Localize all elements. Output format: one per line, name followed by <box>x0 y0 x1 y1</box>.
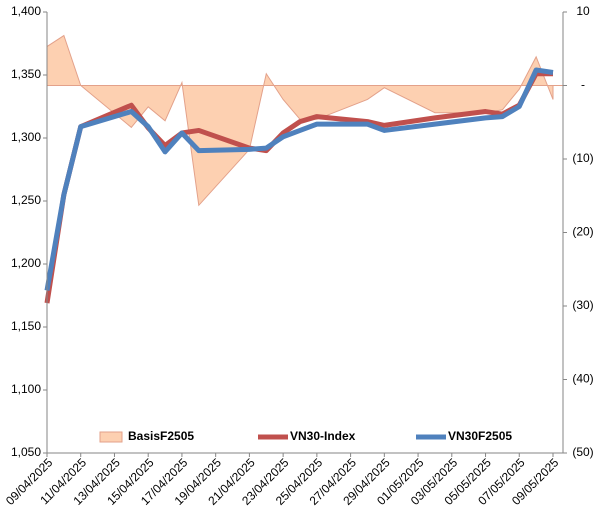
legend-label: BasisF2505 <box>128 429 194 443</box>
legend-swatch <box>99 431 123 443</box>
y2-tick-label: (30) <box>572 298 593 312</box>
y-tick-label: 1,100 <box>11 382 41 396</box>
y2-tick-label: (10) <box>572 151 593 165</box>
legend-item: BasisF2505 <box>99 429 194 443</box>
legend-label: VN30F2505 <box>448 429 512 443</box>
legend-item: VN30F2505 <box>416 429 512 443</box>
y-tick-label: 1,150 <box>11 319 41 333</box>
y-tick-label: 1,250 <box>11 193 41 207</box>
y2-tick-label: (40) <box>572 372 593 386</box>
y-tick-label: 1,050 <box>11 445 41 459</box>
legend-label: VN30-Index <box>290 429 356 443</box>
line <box>44 71 553 304</box>
y-tick-label: 1,200 <box>11 256 41 270</box>
y-tick-label: 1,350 <box>11 67 41 81</box>
y-tick-label: 1,400 <box>11 4 41 18</box>
area <box>46 34 554 207</box>
y-tick-label: 1,300 <box>11 130 41 144</box>
legend-item: VN30-Index <box>258 429 356 443</box>
y2-tick-label: 10 <box>576 4 590 18</box>
y2-tick-label: - <box>581 78 585 92</box>
line <box>44 67 554 291</box>
y2-tick-label: (50) <box>572 445 593 459</box>
y2-tick-label: (20) <box>572 225 593 239</box>
